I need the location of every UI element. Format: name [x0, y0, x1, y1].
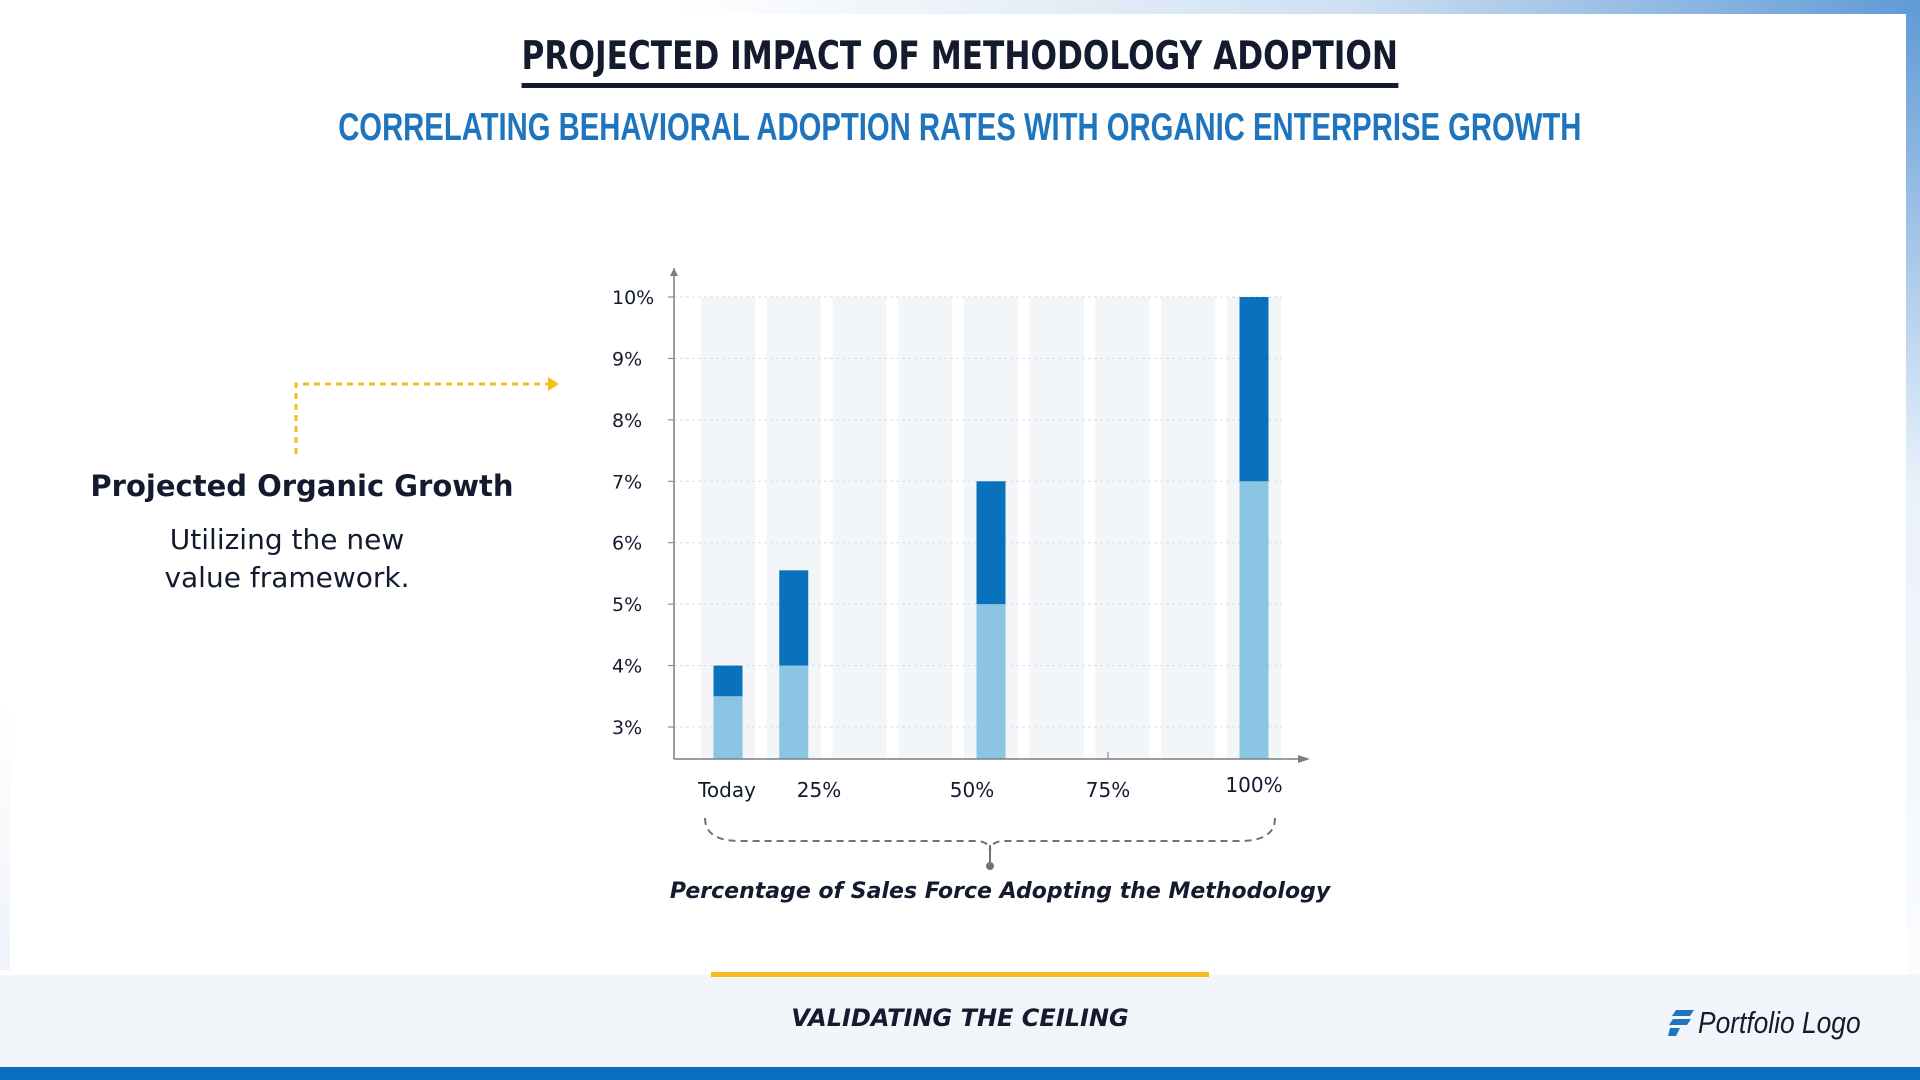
x-tick-label: 75%: [1086, 778, 1130, 802]
bottom-bar: [0, 1067, 1920, 1080]
callout-arrow-head-icon: [548, 377, 559, 391]
x-tick-label: Today: [697, 778, 756, 802]
y-tick-label: 4%: [612, 656, 642, 678]
x-axis-title: Percentage of Sales Force Adopting the M…: [669, 879, 1331, 904]
y-tick-label: 8%: [612, 410, 642, 432]
left-gradient-strip: [0, 700, 10, 970]
background-column: [898, 297, 953, 759]
bar-upper-segment: [713, 665, 743, 697]
callout-body-line2: value framework.: [164, 561, 410, 594]
bar-upper-segment: [779, 570, 809, 666]
y-tick-label: 9%: [612, 348, 642, 370]
footer-label: VALIDATING THE CEILING: [791, 1004, 1129, 1032]
logo-mark-icon: [1668, 1010, 1694, 1036]
slide-subtitle: CORRELATING BEHAVIORAL ADOPTION RATES WI…: [338, 106, 1582, 149]
x-tick-label: 100%: [1225, 773, 1282, 797]
callout-arrow-line: [294, 382, 548, 454]
bar-upper-segment: [1239, 297, 1269, 482]
x-tick-label: 25%: [797, 778, 841, 802]
right-gradient-strip: [1906, 0, 1920, 1080]
callout-body: Utilizing the new value framework.: [140, 521, 434, 597]
bar-lower-segment: [1239, 481, 1269, 759]
y-tick-label: 7%: [612, 471, 642, 493]
bar-lower-segment: [779, 665, 809, 759]
subtitle-wrap: CORRELATING BEHAVIORAL ADOPTION RATES WI…: [0, 106, 1920, 150]
portfolio-logo: Portfolio Logo: [1668, 1003, 1889, 1043]
background-column: [1029, 297, 1084, 759]
callout-title: Projected Organic Growth: [90, 469, 514, 503]
y-tick-label: 3%: [612, 717, 642, 739]
footer-accent-line: [711, 972, 1209, 977]
background-column: [832, 297, 887, 759]
x-axis-arrow-icon: [1298, 755, 1310, 763]
top-gradient-strip: [0, 0, 1920, 14]
y-axis-arrow-icon: [670, 268, 678, 276]
y-tick-label: 10%: [612, 287, 654, 309]
background-column: [1161, 297, 1216, 759]
bar-lower-segment: [976, 604, 1006, 759]
background-column: [1095, 297, 1150, 759]
callout-body-line1: Utilizing the new: [169, 523, 405, 556]
title-wrap: PROJECTED IMPACT OF METHODOLOGY ADOPTION: [0, 34, 1920, 88]
y-tick-label: 6%: [612, 533, 642, 555]
footer: [0, 975, 1920, 1067]
logo-text: Portfolio Logo: [1698, 1005, 1861, 1040]
bar-upper-segment: [976, 481, 1006, 605]
x-tick-label: 50%: [950, 778, 994, 802]
y-tick-label: 5%: [612, 594, 642, 616]
brace-dot-icon: [986, 862, 994, 870]
bar-lower-segment: [713, 696, 743, 759]
slide-title: PROJECTED IMPACT OF METHODOLOGY ADOPTION: [521, 34, 1399, 88]
